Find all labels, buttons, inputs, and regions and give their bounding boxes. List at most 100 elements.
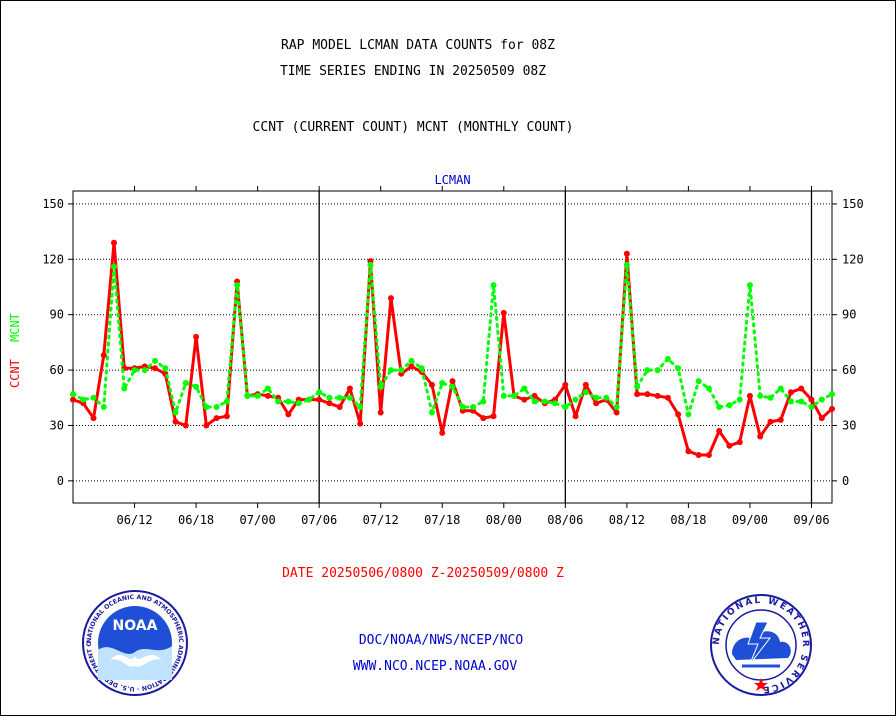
data-point-mcnt xyxy=(275,398,282,405)
data-point-ccnt xyxy=(746,392,753,399)
data-point-mcnt xyxy=(449,383,456,390)
data-point-ccnt xyxy=(193,333,200,340)
data-point-mcnt xyxy=(90,394,97,401)
data-point-mcnt xyxy=(162,365,169,372)
data-point-mcnt xyxy=(428,409,435,416)
data-point-mcnt xyxy=(387,367,394,374)
data-point-mcnt xyxy=(521,385,528,392)
data-point-ccnt xyxy=(818,415,825,422)
data-point-mcnt xyxy=(695,378,702,385)
y-tick-label-left: 0 xyxy=(57,474,64,488)
data-point-mcnt xyxy=(418,365,425,372)
data-point-mcnt xyxy=(757,392,764,399)
data-point-mcnt xyxy=(305,396,312,403)
data-point-mcnt xyxy=(336,394,343,401)
x-tick-label: 09/06 xyxy=(793,513,829,527)
data-point-ccnt xyxy=(500,309,507,316)
data-point-ccnt xyxy=(346,385,353,392)
y-tick-label-right: 30 xyxy=(842,418,856,432)
data-point-ccnt xyxy=(572,413,579,420)
data-point-ccnt xyxy=(695,452,702,458)
data-point-mcnt xyxy=(152,357,159,364)
y-tick-label-left: 60 xyxy=(50,363,64,377)
data-point-ccnt xyxy=(152,365,159,372)
data-point-mcnt xyxy=(80,396,87,403)
data-point-ccnt xyxy=(326,400,333,407)
data-point-mcnt xyxy=(490,282,497,289)
data-point-mcnt xyxy=(685,411,692,418)
data-point-ccnt xyxy=(428,381,435,388)
data-point-ccnt xyxy=(100,352,107,359)
data-point-ccnt xyxy=(623,250,630,257)
nws-logo: NATIONAL WEATHER SERVICE xyxy=(710,594,812,696)
plot-border xyxy=(72,190,833,504)
data-point-ccnt xyxy=(285,411,292,418)
data-point-ccnt xyxy=(449,378,456,385)
data-point-mcnt xyxy=(408,357,415,364)
x-tick-label: 08/00 xyxy=(486,513,522,527)
data-point-mcnt xyxy=(593,394,600,401)
data-point-ccnt xyxy=(264,392,271,399)
data-point-ccnt xyxy=(705,452,712,458)
data-point-mcnt xyxy=(623,261,630,268)
x-tick-label: 06/18 xyxy=(178,513,214,527)
data-point-mcnt xyxy=(552,400,559,407)
data-point-ccnt xyxy=(829,405,835,412)
series-line-mcnt xyxy=(71,263,834,416)
chart-title-line-1: RAP MODEL LCMAN DATA COUNTS for 08Z xyxy=(281,38,555,53)
data-point-mcnt xyxy=(808,404,815,410)
y-tick-label-right: 0 xyxy=(842,474,849,488)
data-point-mcnt xyxy=(100,404,107,410)
data-point-mcnt xyxy=(654,367,661,374)
data-point-ccnt xyxy=(357,420,364,427)
data-point-mcnt xyxy=(111,263,118,270)
data-point-ccnt xyxy=(726,442,733,449)
data-point-ccnt xyxy=(316,396,323,403)
chart-subtitle: CCNT (CURRENT COUNT) MCNT (MONTHLY COUNT… xyxy=(252,120,574,135)
data-point-mcnt xyxy=(767,394,774,401)
data-point-mcnt xyxy=(716,404,723,410)
x-tick-label: 07/00 xyxy=(240,513,276,527)
data-point-mcnt xyxy=(264,385,271,392)
data-point-ccnt xyxy=(213,415,220,422)
data-point-mcnt xyxy=(613,404,620,410)
data-point-mcnt xyxy=(531,398,538,405)
y-axis-label-ccnt: CCNT xyxy=(8,359,22,388)
data-point-ccnt xyxy=(736,439,743,446)
data-point-ccnt xyxy=(223,413,230,420)
data-point-mcnt xyxy=(746,282,753,289)
data-point-mcnt xyxy=(244,392,251,399)
data-point-mcnt xyxy=(675,365,682,372)
data-point-ccnt xyxy=(408,363,415,370)
website-url: WWW.NCO.NCEP.NOAA.GOV xyxy=(352,659,518,674)
data-point-ccnt xyxy=(685,448,692,455)
data-point-mcnt xyxy=(213,404,220,410)
data-point-ccnt xyxy=(562,381,569,388)
data-point-ccnt xyxy=(387,295,394,302)
data-point-mcnt xyxy=(562,404,569,410)
data-point-ccnt xyxy=(182,422,189,429)
data-point-ccnt xyxy=(675,411,682,418)
x-tick-label: 06/12 xyxy=(116,513,152,527)
data-point-ccnt xyxy=(439,429,446,436)
data-point-mcnt xyxy=(70,391,76,398)
data-point-ccnt xyxy=(172,418,179,425)
data-point-mcnt xyxy=(367,261,374,268)
y-tick-label-right: 60 xyxy=(842,363,856,377)
data-point-mcnt xyxy=(182,380,189,386)
data-point-mcnt xyxy=(141,367,148,374)
data-point-mcnt xyxy=(295,400,302,407)
data-point-ccnt xyxy=(111,239,118,246)
data-point-mcnt xyxy=(203,404,210,410)
data-point-ccnt xyxy=(787,389,794,396)
y-tick-label-right: 90 xyxy=(842,308,856,322)
data-point-mcnt xyxy=(582,389,589,396)
data-point-mcnt xyxy=(131,367,138,374)
data-point-mcnt xyxy=(285,398,292,405)
y-tick-label-left: 90 xyxy=(50,308,64,322)
data-point-mcnt xyxy=(736,396,743,403)
y-tick-label-right: 150 xyxy=(842,197,864,211)
x-tick-label: 08/12 xyxy=(609,513,645,527)
x-tick-label: 08/06 xyxy=(547,513,583,527)
